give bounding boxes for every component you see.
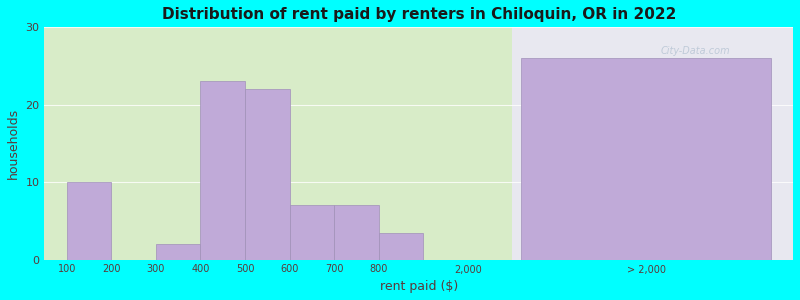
Bar [522,58,770,260]
Bar [66,182,111,260]
Y-axis label: households: households [7,108,20,179]
Bar [378,232,423,260]
Title: Distribution of rent paid by renters in Chiloquin, OR in 2022: Distribution of rent paid by renters in … [162,7,676,22]
FancyBboxPatch shape [512,27,793,260]
Bar [290,206,334,260]
Text: City-Data.com: City-Data.com [661,46,730,56]
X-axis label: rent paid ($): rent paid ($) [380,280,458,293]
Bar [201,82,245,260]
FancyBboxPatch shape [45,27,512,260]
Bar [334,206,378,260]
Bar [245,89,290,260]
Bar [156,244,201,260]
